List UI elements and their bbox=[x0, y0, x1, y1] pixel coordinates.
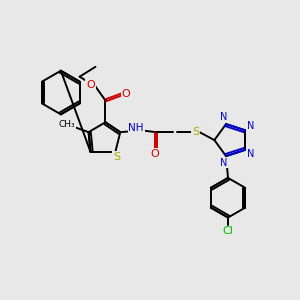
Text: N: N bbox=[247, 149, 254, 159]
Text: Cl: Cl bbox=[223, 226, 233, 236]
Text: CH₃: CH₃ bbox=[58, 120, 75, 129]
Text: O: O bbox=[122, 88, 130, 98]
Text: N: N bbox=[220, 112, 228, 122]
Text: O: O bbox=[86, 80, 95, 90]
Text: N: N bbox=[220, 158, 228, 168]
Text: O: O bbox=[151, 149, 159, 159]
Text: S: S bbox=[113, 152, 120, 162]
Text: S: S bbox=[192, 127, 199, 137]
Text: N: N bbox=[247, 121, 254, 131]
Text: NH: NH bbox=[128, 123, 144, 133]
